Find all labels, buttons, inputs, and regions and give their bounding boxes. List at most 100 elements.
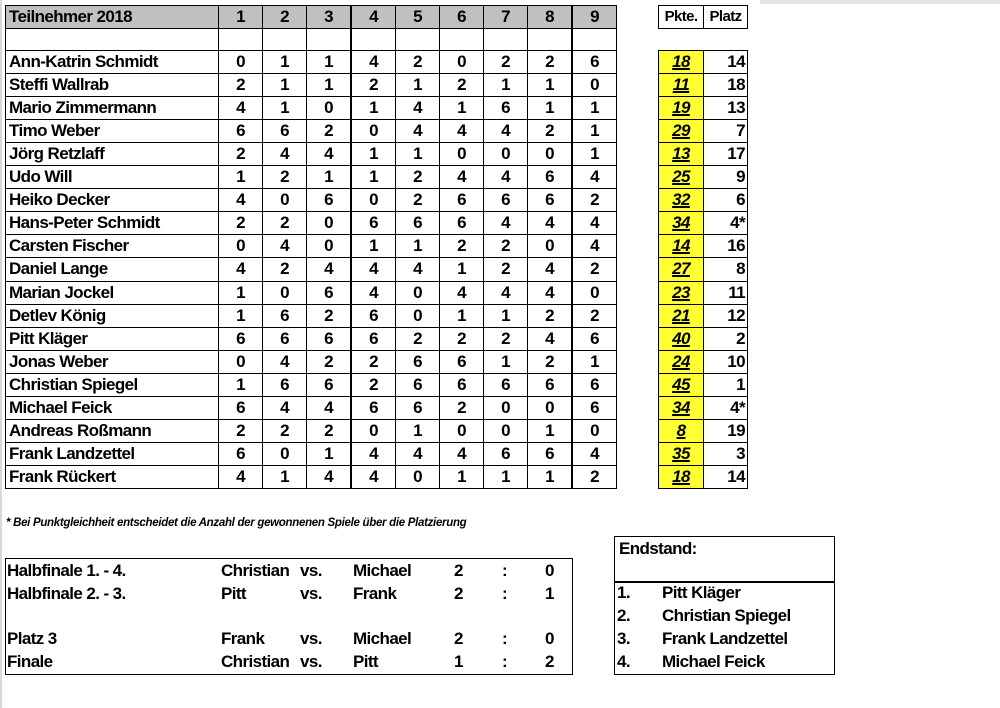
score-cell: 2 [218, 419, 263, 443]
empty-row-cell [439, 28, 484, 51]
player-name: Frank Rückert [5, 465, 219, 489]
place-cell: 14 [703, 50, 748, 74]
standing-name: Christian Spiegel [662, 606, 791, 625]
score-cell: 2 [262, 257, 307, 282]
empty-row-cell [572, 28, 617, 51]
score-cell: 4 [439, 165, 484, 189]
score-cell: 4 [351, 50, 396, 74]
match-vs: vs. [300, 584, 322, 603]
points-cell: 23 [658, 281, 704, 305]
score-cell: 1 [527, 96, 572, 120]
score-cell: 4 [483, 281, 528, 305]
points-cell: 34 [658, 211, 704, 235]
score-cell: 1 [262, 96, 307, 120]
score-cell: 1 [439, 304, 484, 328]
match-p1: Christian [221, 561, 290, 580]
score-cell: 1 [395, 419, 440, 443]
place-cell: 19 [703, 419, 748, 443]
page-edge [0, 0, 2, 708]
score-cell: 0 [439, 50, 484, 74]
empty-row-cell [527, 28, 572, 51]
column-header: 4 [351, 5, 396, 29]
points-cell: 27 [658, 257, 704, 282]
score-cell: 1 [527, 73, 572, 97]
column-header: 8 [527, 5, 572, 29]
score-cell: 6 [262, 119, 307, 143]
player-name: Carsten Fischer [5, 234, 219, 258]
score-cell: 1 [306, 165, 351, 189]
place-cell: 10 [703, 350, 748, 374]
score-cell: 1 [439, 257, 484, 282]
column-header: 2 [262, 5, 307, 29]
score-cell: 2 [306, 350, 351, 374]
player-name: Marian Jockel [5, 281, 219, 305]
score-cell: 6 [306, 327, 351, 351]
player-name: Frank Landzettel [5, 442, 219, 466]
place-cell: 3 [703, 442, 748, 466]
score-cell: 2 [572, 188, 617, 212]
score-cell: 4 [351, 281, 396, 305]
score-cell: 6 [439, 350, 484, 374]
empty-row-cell [218, 28, 263, 51]
player-name: Udo Will [5, 165, 219, 189]
score-cell: 4 [439, 281, 484, 305]
place-cell: 8 [703, 257, 748, 282]
points-cell: 34 [658, 396, 704, 420]
match-s1: 2 [454, 629, 463, 648]
match-p1: Pitt [221, 584, 247, 603]
points-cell: 18 [658, 465, 704, 489]
score-cell: 4 [351, 257, 396, 282]
score-cell: 1 [572, 142, 617, 166]
table-title: Teilnehmer 2018 [5, 5, 219, 29]
match-s2: 1 [545, 584, 554, 603]
score-cell: 4 [527, 327, 572, 351]
score-cell: 6 [351, 211, 396, 235]
score-cell: 2 [262, 419, 307, 443]
score-cell: 1 [483, 350, 528, 374]
score-cell: 0 [351, 419, 396, 443]
score-cell: 4 [262, 142, 307, 166]
score-cell: 0 [351, 188, 396, 212]
points-cell: 24 [658, 350, 704, 374]
place-cell: 17 [703, 142, 748, 166]
match-sep: : [502, 584, 508, 603]
empty-row-cell [5, 28, 219, 51]
column-header: 1 [218, 5, 263, 29]
score-cell: 6 [218, 119, 263, 143]
score-cell: 2 [527, 50, 572, 74]
score-cell: 4 [439, 119, 484, 143]
empty-row-cell [262, 28, 307, 51]
match-p1: Christian [221, 652, 290, 671]
score-cell: 2 [439, 234, 484, 258]
place-cell: 12 [703, 304, 748, 328]
standing-name: Frank Landzettel [662, 629, 788, 648]
score-cell: 4 [351, 442, 396, 466]
match-sep: : [502, 561, 508, 580]
score-cell: 6 [351, 327, 396, 351]
score-cell: 1 [218, 373, 263, 397]
place-cell: 18 [703, 73, 748, 97]
score-cell: 2 [572, 465, 617, 489]
score-cell: 4 [527, 211, 572, 235]
score-cell: 2 [483, 234, 528, 258]
score-cell: 2 [483, 327, 528, 351]
score-cell: 0 [439, 419, 484, 443]
score-cell: 2 [572, 304, 617, 328]
score-cell: 6 [395, 396, 440, 420]
score-cell: 2 [572, 257, 617, 282]
score-cell: 0 [306, 211, 351, 235]
score-cell: 4 [306, 142, 351, 166]
points-cell: 35 [658, 442, 704, 466]
score-cell: 2 [439, 73, 484, 97]
empty-row-cell [306, 28, 351, 51]
score-cell: 0 [395, 304, 440, 328]
score-cell: 0 [527, 142, 572, 166]
match-p2: Michael [353, 629, 412, 648]
score-cell: 6 [527, 165, 572, 189]
match-s1: 1 [454, 652, 463, 671]
match-round: Halbfinale 2. - 3. [7, 584, 126, 603]
score-cell: 0 [218, 234, 263, 258]
score-cell: 0 [262, 281, 307, 305]
score-cell: 4 [483, 211, 528, 235]
score-cell: 2 [527, 304, 572, 328]
